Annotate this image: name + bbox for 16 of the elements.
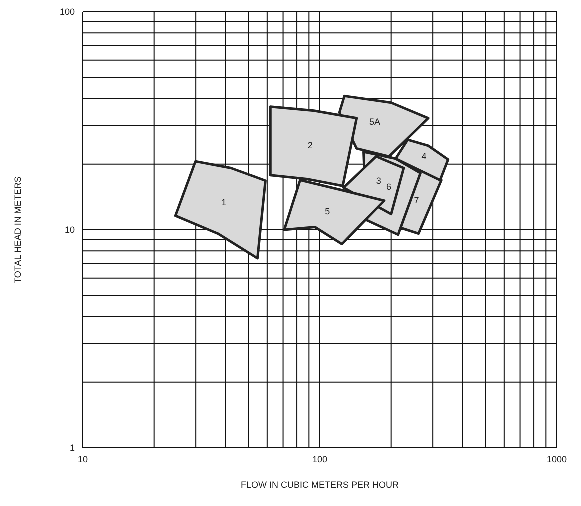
series-label: 3 [376, 176, 382, 186]
x-tick-label: 10 [78, 454, 88, 464]
x-tick-label: 100 [312, 454, 328, 464]
series-label: 5A [370, 116, 381, 127]
y-tick-label: 1 [70, 443, 75, 454]
series-label: 4 [422, 151, 427, 162]
y-axis-title: TOTAL HEAD IN METERS [13, 176, 24, 284]
x-tick-label: 1000 [546, 454, 568, 464]
series-label: 5 [325, 206, 330, 216]
y-tick-label: 100 [60, 7, 75, 18]
series-label: 2 [308, 140, 313, 151]
series-label: 6 [386, 182, 392, 192]
series-label: 7 [414, 195, 420, 206]
x-axis-title: FLOW IN CUBIC METERS PER HOUR [240, 480, 400, 490]
series-label: 1 [222, 198, 227, 208]
y-tick-label: 10 [64, 225, 75, 236]
